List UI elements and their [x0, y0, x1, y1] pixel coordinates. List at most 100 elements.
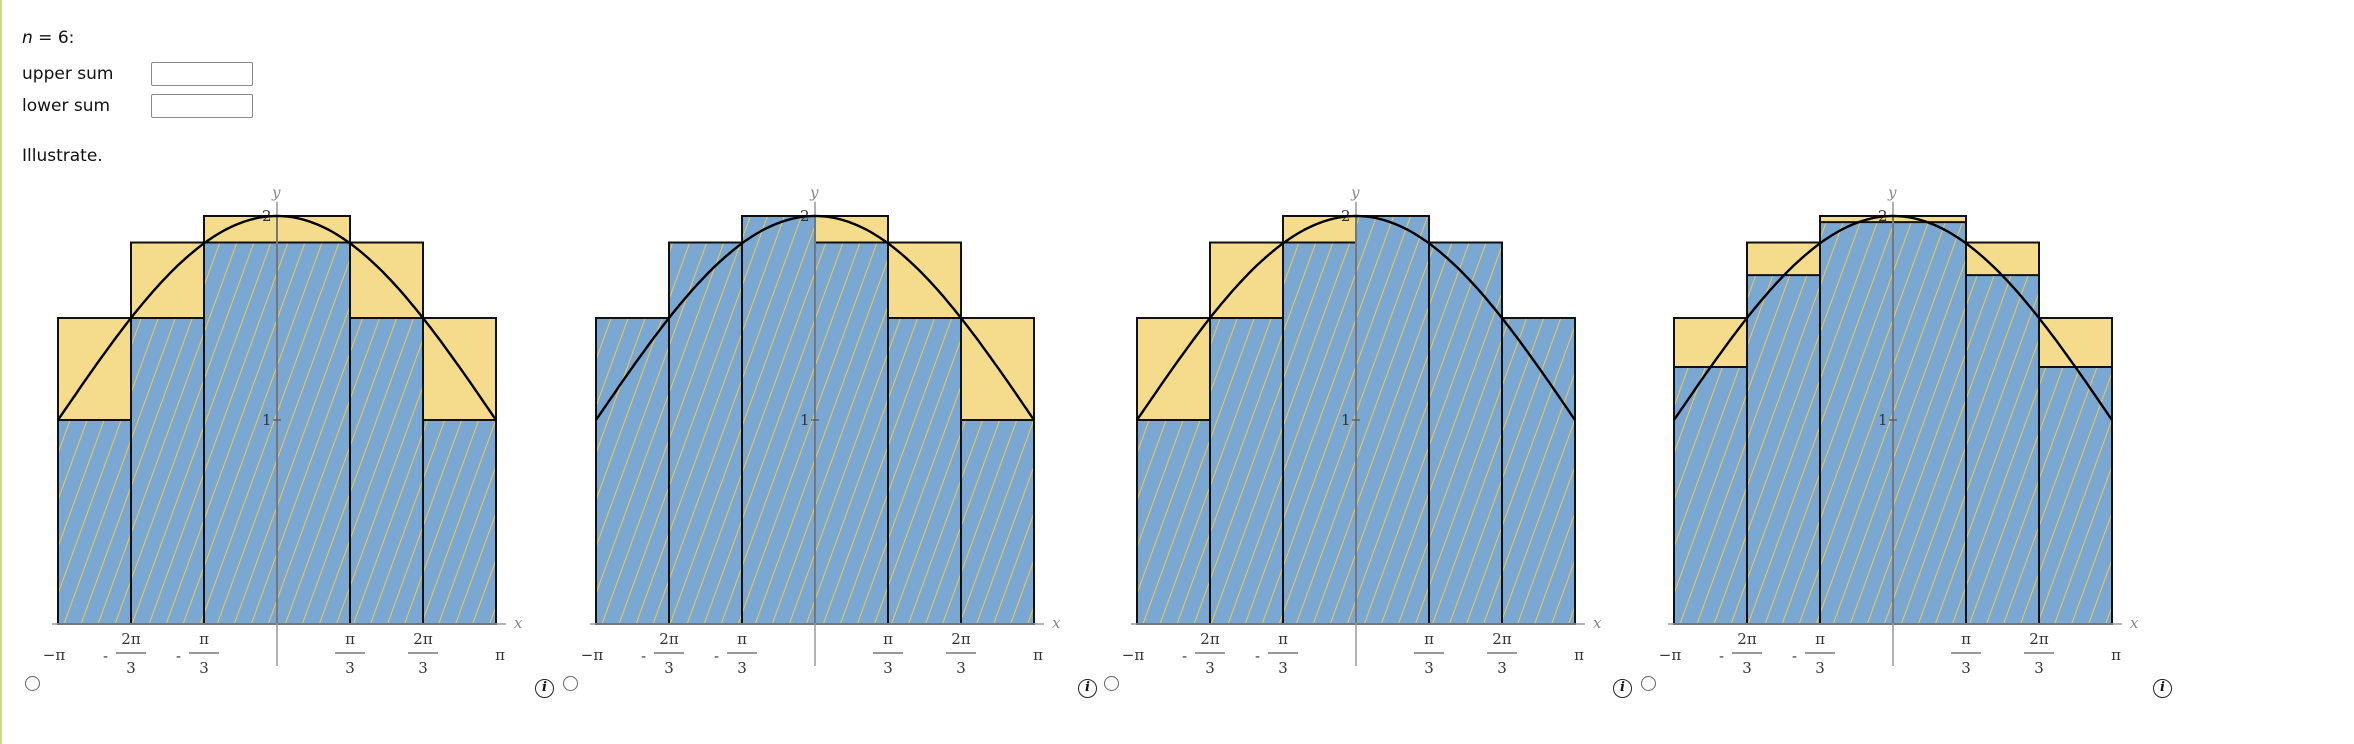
hatch-rect: [423, 420, 496, 624]
x-tick-denominator: 3: [956, 659, 966, 677]
option-3-info-icon[interactable]: i: [1613, 679, 1632, 698]
x-tick-minus: -: [714, 647, 719, 665]
y-tick-label: 1: [1341, 411, 1351, 429]
y-tick-label: 1: [262, 411, 272, 429]
x-tick-numerator: π: [199, 630, 209, 648]
hatch-rect: [1283, 242, 1356, 624]
x-tick-numerator: 2π: [413, 630, 433, 648]
answer-option-2: x y 1 2 −π -2π 3- π 3 π 3 2π 3 π: [558, 182, 1098, 702]
x-axis-label: x: [1052, 614, 1061, 632]
x-tick-numerator: 2π: [1737, 630, 1757, 648]
upper-sum-input[interactable]: [151, 62, 253, 86]
x-tick-minus: -: [1182, 647, 1187, 665]
x-tick-denominator: 3: [1961, 659, 1971, 677]
hatch-rect: [1893, 222, 1966, 624]
hatch-rect: [742, 216, 815, 624]
x-tick-denominator: 3: [664, 659, 674, 677]
hatch-rect: [131, 318, 204, 624]
x-tick-denominator: 3: [883, 659, 893, 677]
x-tick-label: −π: [43, 646, 66, 664]
x-tick-denominator: 3: [1278, 659, 1288, 677]
lower-sum-input[interactable]: [151, 94, 253, 118]
y-axis-label: y: [1350, 184, 1360, 202]
hatch-rect: [1356, 216, 1429, 624]
x-tick-denominator: 3: [1497, 659, 1507, 677]
x-tick-numerator: 2π: [1492, 630, 1512, 648]
x-tick-minus: -: [1719, 647, 1724, 665]
x-tick-minus: -: [103, 647, 108, 665]
hatch-rect: [888, 318, 961, 624]
x-tick-numerator: π: [737, 630, 747, 648]
upper-sum-row: upper sum: [22, 64, 150, 84]
hatch-rect: [1429, 242, 1502, 624]
hatch-rect: [1820, 222, 1893, 624]
x-tick-numerator: 2π: [2029, 630, 2049, 648]
lower-sum-label: lower sum: [22, 96, 111, 116]
x-tick-denominator: 3: [1742, 659, 1752, 677]
y-tick-label: 1: [800, 411, 810, 429]
x-tick-numerator: 2π: [951, 630, 971, 648]
hatch-rect: [204, 242, 277, 624]
hatch-rect: [58, 420, 131, 624]
hatch-rect: [1137, 420, 1210, 624]
x-tick-numerator: 2π: [121, 630, 141, 648]
option-2-info-icon[interactable]: i: [1078, 679, 1097, 698]
function-curve: [595, 214, 1035, 421]
x-tick-denominator: 3: [2034, 659, 2044, 677]
x-tick-denominator: 3: [1205, 659, 1215, 677]
hatch-rect: [961, 420, 1034, 624]
x-tick-numerator: π: [883, 630, 893, 648]
x-tick-denominator: 3: [199, 659, 209, 677]
function-curve: [1673, 214, 2113, 421]
answer-option-3: x y 1 2 −π -2π 3- π 3 π 3 2π 3 π: [1099, 182, 1639, 702]
x-tick-minus: -: [176, 647, 181, 665]
x-tick-denominator: 3: [1815, 659, 1825, 677]
x-tick-numerator: π: [1278, 630, 1288, 648]
illustrate-label: Illustrate.: [22, 146, 103, 166]
upper-sum-label: upper sum: [22, 64, 114, 84]
hatch-rect: [669, 242, 742, 624]
hatch-rect: [277, 242, 350, 624]
x-tick-label: π: [495, 646, 505, 664]
hatch-rect: [350, 318, 423, 624]
function-curve: [57, 214, 497, 421]
x-tick-label: π: [1033, 646, 1043, 664]
answer-option-4: x y 1 2 −π -2π 3- π 3 π 3 2π 3 π: [1636, 182, 2176, 702]
lower-sum-row: lower sum: [22, 96, 150, 116]
y-axis-label: y: [271, 184, 281, 202]
option-3-radio[interactable]: [1104, 676, 1119, 691]
x-tick-denominator: 3: [1424, 659, 1434, 677]
hatch-rect: [1747, 275, 1820, 624]
option-4-radio[interactable]: [1641, 676, 1656, 691]
x-tick-denominator: 3: [737, 659, 747, 677]
x-tick-label: −π: [581, 646, 604, 664]
x-axis-label: x: [1593, 614, 1602, 632]
left-margin-rule: [0, 0, 2, 744]
x-tick-numerator: π: [1961, 630, 1971, 648]
x-axis-label: x: [2130, 614, 2139, 632]
x-tick-label: π: [2111, 646, 2121, 664]
hatch-rect: [1210, 318, 1283, 624]
x-tick-numerator: 2π: [1200, 630, 1220, 648]
answer-option-1: x y 1 2 −π -2π 3- π 3 π 3 2π 3 π: [20, 182, 560, 702]
x-tick-denominator: 3: [418, 659, 428, 677]
y-tick-label: 1: [1878, 411, 1888, 429]
option-4-info-icon[interactable]: i: [2153, 679, 2172, 698]
x-tick-numerator: π: [345, 630, 355, 648]
option-1-radio[interactable]: [25, 676, 40, 691]
hatch-rect: [1674, 366, 1747, 624]
x-tick-denominator: 3: [345, 659, 355, 677]
x-tick-numerator: π: [1815, 630, 1825, 648]
hatch-rect: [1966, 275, 2039, 624]
option-2-radio[interactable]: [563, 676, 578, 691]
y-axis-label: y: [809, 184, 819, 202]
option-1-info-icon[interactable]: i: [535, 679, 554, 698]
x-tick-label: −π: [1659, 646, 1682, 664]
x-tick-denominator: 3: [126, 659, 136, 677]
n-value-label: n = 6:: [22, 28, 75, 48]
hatch-rect: [815, 242, 888, 624]
x-tick-label: −π: [1122, 646, 1145, 664]
